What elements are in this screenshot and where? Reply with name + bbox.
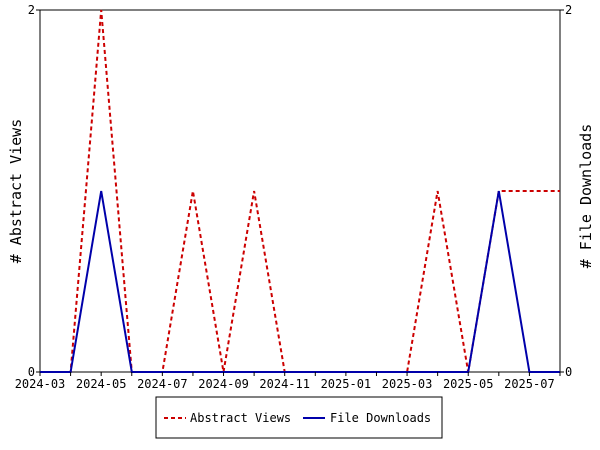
y-axes: 0 2 0 2 [28, 3, 572, 379]
legend-label-abstract-views: Abstract Views [190, 411, 291, 425]
series-line-abstract-views [40, 9, 560, 373]
x-tick-label: 2024-07 [137, 377, 188, 391]
x-tick-label: 2024-03 [15, 377, 66, 391]
x-tick-label: 2025-03 [382, 377, 433, 391]
legend-label-file-downloads: File Downloads [330, 411, 431, 425]
series-line-file-downloads [40, 190, 560, 373]
y-right-tick-label: 0 [565, 365, 572, 379]
y-left-tick-label: 0 [28, 365, 35, 379]
x-axis: 2024-03 2024-05 2024-07 2024-09 2024-11 2025-… [15, 372, 561, 391]
x-tick-label: 2025-05 [443, 377, 494, 391]
y-right-tick-label: 2 [565, 3, 572, 17]
x-tick-label: 2024-11 [259, 377, 310, 391]
x-tick-label: 2024-05 [76, 377, 127, 391]
x-tick-label: 2024-09 [198, 377, 249, 391]
y-axis-right-title: # File Downloads [577, 124, 595, 269]
x-tick-label: 2025-07 [504, 377, 555, 391]
legend-box [155, 396, 443, 439]
series-lines [40, 9, 560, 373]
legend: Abstract Views File Downloads [155, 396, 443, 439]
plot-area [39, 9, 561, 373]
y-left-tick-label: 2 [28, 3, 35, 17]
x-tick-label: 2025-01 [321, 377, 372, 391]
y-axis-left-title: # Abstract Views [7, 119, 25, 264]
